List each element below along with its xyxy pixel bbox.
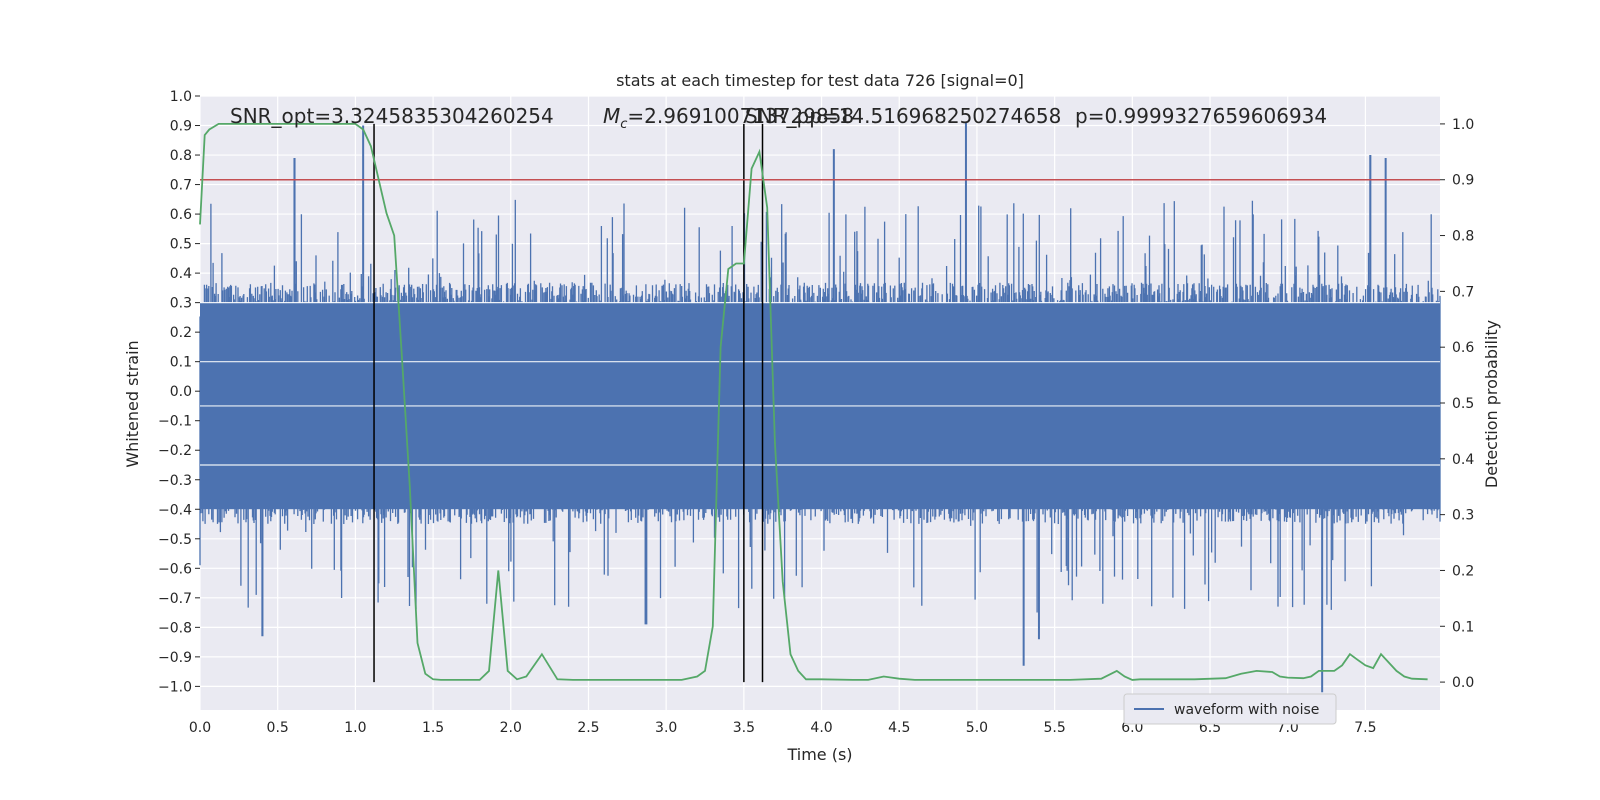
x-tick-label: 3.0 <box>655 720 677 736</box>
x-axis-label: Time (s) <box>786 745 852 764</box>
y-right-tick-label: 0.6 <box>1452 340 1474 356</box>
x-tick-label: 4.0 <box>810 720 832 736</box>
x-tick-label: 3.5 <box>733 720 755 736</box>
y-tick-label: 0.1 <box>170 355 192 371</box>
y-tick-label: 0.0 <box>170 384 192 400</box>
annotation-mc-symbol: M <box>603 104 620 128</box>
annotation-mc-value: =2.969100713729858 <box>627 104 854 128</box>
y-tick-label: 0.2 <box>170 325 192 341</box>
x-tick-label: 7.5 <box>1354 720 1376 736</box>
waveform-series <box>199 122 1441 693</box>
y-tick-label: −0.8 <box>158 620 192 636</box>
y-right-tick-label: 0.0 <box>1452 675 1474 691</box>
y-tick-label: 0.4 <box>170 266 192 282</box>
x-tick-label: 1.0 <box>344 720 366 736</box>
x-tick-label: 2.5 <box>577 720 599 736</box>
y-right-tick-label: 0.1 <box>1452 619 1474 635</box>
x-tick-label: 0.0 <box>189 720 211 736</box>
y-right-axis-label: Detection probability <box>1482 320 1501 488</box>
y-tick-label: 0.6 <box>170 207 192 223</box>
legend-box <box>1123 693 1337 725</box>
y-tick-label: −0.6 <box>158 561 192 577</box>
vertical-markers <box>373 123 764 683</box>
y-right-tick-label: 0.3 <box>1452 508 1474 524</box>
y-right-axis-ticks: 1.0 0.9 0.8 0.7 0.6 0.5 0.4 0.3 0.2 0.1 0.0 <box>1440 117 1474 691</box>
y-tick-label: −0.5 <box>158 532 192 548</box>
y-right-tick-label: 1.0 <box>1452 117 1474 133</box>
y-tick-label: −0.3 <box>158 473 192 489</box>
y-tick-label: 0.5 <box>170 237 192 253</box>
annotation-snr-opt: SNR_opt=3.3245835304260254 <box>230 104 554 128</box>
x-axis-ticks: 0.0 0.5 1.0 1.5 2.0 2.5 3.0 3.5 4.0 4.5 5.0 5.5 6.0 6… <box>189 720 1377 736</box>
legend-label: waveform with noise <box>1174 702 1319 718</box>
y-tick-label: 1.0 <box>170 89 192 105</box>
y-right-tick-label: 0.5 <box>1452 396 1474 412</box>
y-tick-label: −0.4 <box>158 502 192 518</box>
annotation-mc-subscript: c <box>620 117 627 132</box>
chart-title: stats at each timestep for test data 726… <box>616 71 1024 90</box>
y-tick-label: −1.0 <box>158 679 192 695</box>
y-right-tick-label: 0.7 <box>1452 284 1474 300</box>
annotation-p-value: p=0.9999327659606934 <box>1075 104 1327 128</box>
x-tick-label: 2.0 <box>500 720 522 736</box>
y-tick-label: 0.3 <box>170 296 192 312</box>
y-tick-label: −0.7 <box>158 591 192 607</box>
probability-series <box>199 123 1428 681</box>
y-tick-label: −0.1 <box>158 414 192 430</box>
x-tick-label: 4.5 <box>888 720 910 736</box>
x-tick-label: 1.5 <box>422 720 444 736</box>
y-tick-label: 0.7 <box>170 178 192 194</box>
y-axis-ticks: 1.0 0.9 0.8 0.7 0.6 0.5 0.4 0.3 0.2 0.1 0.0 −0.1 −0.… <box>158 89 200 695</box>
y-right-tick-label: 0.2 <box>1452 563 1474 579</box>
annotations: SNR_opt=3.3245835304260254 Mc=2.96910071… <box>230 104 1327 132</box>
y-tick-label: −0.9 <box>158 650 192 666</box>
x-tick-label: 0.5 <box>267 720 289 736</box>
annotation-snr-pp: SNR_pp=14.516968250274658 <box>745 104 1061 128</box>
annotation-chirp-mass: Mc=2.969100713729858 <box>603 104 854 132</box>
y-right-tick-label: 0.9 <box>1452 173 1474 189</box>
y-right-tick-label: 0.8 <box>1452 229 1474 245</box>
probability-line <box>199 123 1428 681</box>
y-right-tick-label: 0.4 <box>1452 452 1474 468</box>
y-tick-label: 0.8 <box>170 148 192 164</box>
y-axis-label: Whitened strain <box>123 340 142 467</box>
legend: waveform with noise <box>1123 693 1337 725</box>
x-tick-label: 5.0 <box>966 720 988 736</box>
y-tick-label: 0.9 <box>170 119 192 135</box>
x-tick-label: 5.5 <box>1044 720 1066 736</box>
y-tick-label: −0.2 <box>158 443 192 459</box>
